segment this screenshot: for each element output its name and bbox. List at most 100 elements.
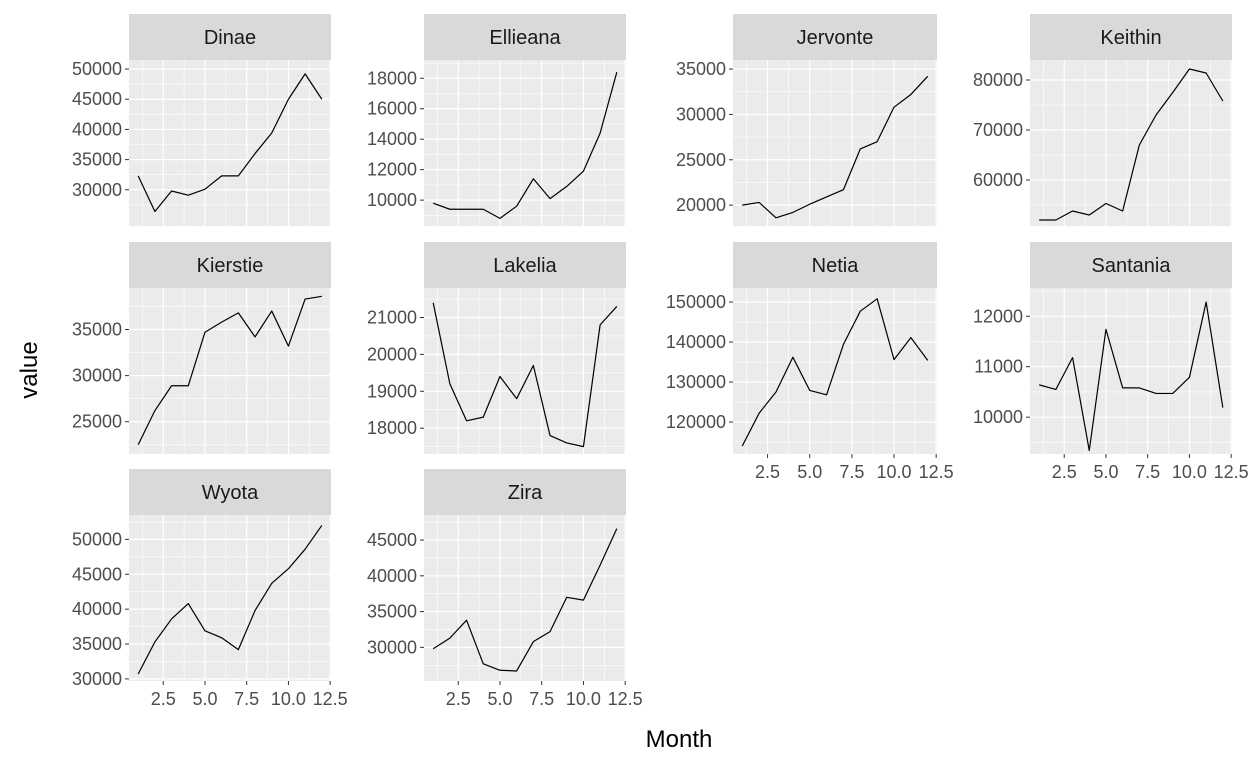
x-tick-label: 12.5 (919, 462, 954, 482)
x-tick-label: 2.5 (446, 689, 471, 709)
y-tick-label: 20000 (676, 195, 726, 215)
y-tick-label: 45000 (72, 89, 122, 109)
x-tick-label: 10.0 (566, 689, 601, 709)
series-line-jervonte (742, 75, 929, 219)
x-tick-label: 7.5 (234, 689, 259, 709)
x-tick-label: 7.5 (529, 689, 554, 709)
y-tick-label: 35000 (72, 150, 122, 170)
x-tick-label: 10.0 (1172, 462, 1207, 482)
series-line-keithin (1039, 68, 1224, 221)
y-tick-label: 19000 (367, 381, 417, 401)
panel-background (1030, 288, 1232, 454)
x-tick-label: 5.0 (797, 462, 822, 482)
y-tick-label: 25000 (676, 150, 726, 170)
y-tick-label: 14000 (367, 129, 417, 149)
facet-strip-label: Dinae (204, 27, 256, 49)
y-tick-label: 120000 (666, 412, 726, 432)
facet-lakelia: Lakelia 18000 19000 20000 21000 (367, 242, 626, 454)
facet-strip-label: Kierstie (197, 255, 264, 277)
facet-strip-label: Keithin (1100, 27, 1161, 49)
x-tick-label: 7.5 (839, 462, 864, 482)
y-tick-label: 30000 (676, 104, 726, 124)
x-tick-label: 2.5 (755, 462, 780, 482)
y-tick-label: 40000 (367, 566, 417, 586)
facet-ellieana: Ellieana 10000 12000 14000 16000 18000 (367, 14, 626, 226)
y-tick-label: 30000 (72, 669, 122, 689)
y-tick-label: 40000 (72, 599, 122, 619)
y-tick-label: 10000 (973, 407, 1023, 427)
y-axis-title: value (16, 341, 43, 398)
panel-background (1030, 60, 1232, 226)
x-tick-label: 5.0 (487, 689, 512, 709)
y-tick-label: 18000 (367, 68, 417, 88)
facet-strip (129, 242, 331, 288)
facet-strip-label: Netia (812, 255, 860, 277)
series-line-ellieana (432, 72, 618, 219)
facet-jervonte: Jervonte 20000 25000 30000 35000 (676, 14, 937, 226)
facet-zira: Zira 30000 35000 40000 45000 2.5 5.0 7.5 10.0 12.… (367, 469, 643, 709)
facet-strip-label: Ellieana (489, 27, 561, 49)
facet-keithin: Keithin 60000 70000 80000 (973, 14, 1232, 226)
facet-strip (1030, 14, 1232, 60)
x-tick-label: 2.5 (151, 689, 176, 709)
y-tick-label: 80000 (973, 70, 1023, 90)
series-line-lakelia (432, 302, 618, 448)
facet-strip (424, 14, 626, 60)
facet-strip (129, 14, 331, 60)
x-tick-label: 10.0 (271, 689, 306, 709)
facet-strip (424, 469, 626, 515)
facet-kierstie: Kierstie 25000 30000 35000 (72, 242, 331, 454)
facet-strip-label: Wyota (202, 482, 259, 504)
y-tick-label: 30000 (72, 366, 122, 386)
x-tick-label: 7.5 (1135, 462, 1160, 482)
panel-background (424, 288, 626, 454)
series-line-wyota (137, 525, 323, 675)
y-tick-label: 60000 (973, 170, 1023, 190)
y-tick-label: 35000 (367, 602, 417, 622)
facet-strip (424, 242, 626, 288)
y-tick-label: 10000 (367, 190, 417, 210)
facet-strip-label: Zira (508, 482, 543, 504)
y-tick-label: 45000 (72, 564, 122, 584)
facet-dinae: Dinae 30000 35000 40000 45000 50000 (72, 14, 331, 226)
facet-wyota: Wyota 30000 35000 40000 45000 50000 2.5 5.0 7.5 1… (72, 469, 348, 709)
y-tick-label: 16000 (367, 99, 417, 119)
x-tick-label: 5.0 (1093, 462, 1118, 482)
y-tick-label: 45000 (367, 530, 417, 550)
series-line-santania (1039, 301, 1224, 452)
series-line-kierstie (137, 295, 322, 446)
y-tick-label: 40000 (72, 119, 122, 139)
y-tick-label: 11000 (974, 357, 1023, 377)
facet-santania: Santania 10000 11000 12000 2.5 5.0 7.5 10.0 12.5 (973, 242, 1248, 482)
series-line-zira (432, 528, 618, 672)
x-tick-label: 5.0 (192, 689, 217, 709)
y-tick-label: 140000 (666, 332, 726, 352)
x-tick-label: 10.0 (876, 462, 911, 482)
y-tick-label: 25000 (72, 412, 122, 432)
facet-strip-label: Santania (1092, 255, 1172, 277)
y-tick-label: 35000 (676, 59, 726, 79)
y-tick-label: 150000 (666, 292, 726, 312)
facet-strip (1030, 242, 1232, 288)
series-line-netia (741, 298, 929, 447)
y-tick-label: 70000 (973, 120, 1023, 140)
y-tick-label: 30000 (367, 637, 417, 657)
y-tick-label: 21000 (367, 308, 417, 328)
facet-netia: Netia 120000 130000 140000 150000 2.5 5.0 7.5 10… (666, 242, 954, 482)
panel-background (129, 60, 331, 226)
y-tick-label: 35000 (72, 320, 122, 340)
y-tick-label: 50000 (72, 59, 122, 79)
facet-strip (733, 242, 937, 288)
facet-panels: Dinae 30000 35000 40000 45000 50000 Ellieana 10… (72, 14, 1248, 709)
x-axis-title: Month (646, 726, 713, 753)
y-tick-label: 35000 (72, 634, 122, 654)
x-tick-label: 12.5 (313, 689, 348, 709)
facet-strip-label: Lakelia (493, 255, 557, 277)
y-tick-label: 20000 (367, 344, 417, 364)
y-tick-label: 12000 (973, 306, 1023, 326)
x-tick-label: 12.5 (608, 689, 643, 709)
facet-strip (733, 14, 937, 60)
panel-background (733, 60, 937, 226)
y-tick-label: 50000 (72, 529, 122, 549)
